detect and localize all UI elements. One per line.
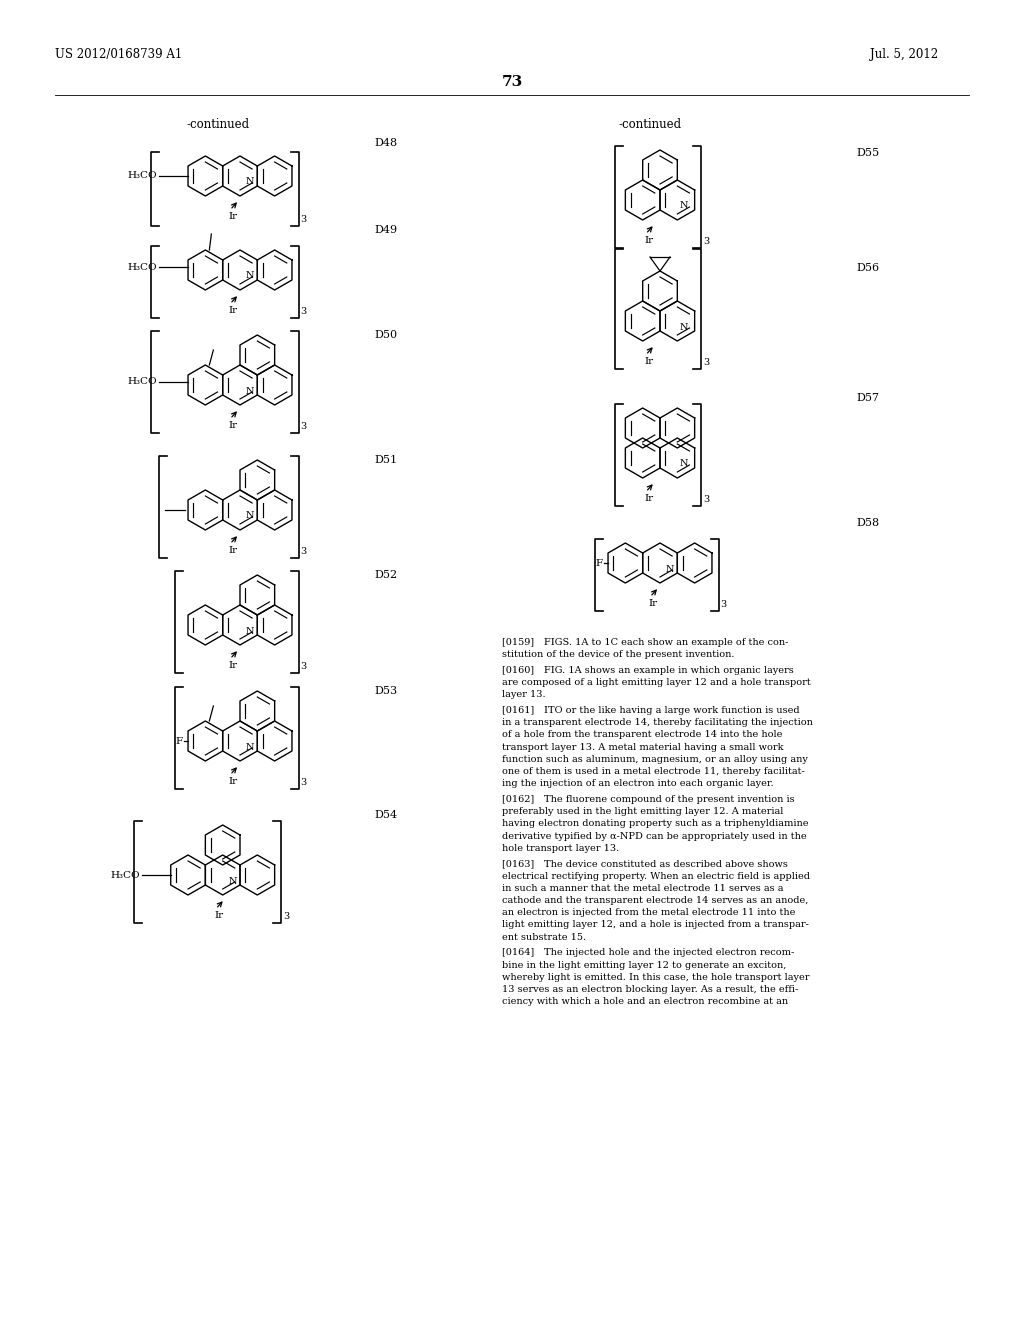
Text: Ir: Ir bbox=[648, 599, 657, 609]
Text: one of them is used in a metal electrode 11, thereby facilitat-: one of them is used in a metal electrode… bbox=[502, 767, 805, 776]
Text: ing the injection of an electron into each organic layer.: ing the injection of an electron into ea… bbox=[502, 779, 773, 788]
Text: preferably used in the light emitting layer 12. A material: preferably used in the light emitting la… bbox=[502, 807, 783, 816]
Text: N: N bbox=[246, 742, 254, 751]
Text: F: F bbox=[595, 558, 602, 568]
Text: Ir: Ir bbox=[228, 213, 238, 220]
Text: in such a manner that the metal electrode 11 serves as a: in such a manner that the metal electrod… bbox=[502, 884, 783, 892]
Text: H₃CO: H₃CO bbox=[128, 378, 158, 387]
Text: -continued: -continued bbox=[618, 117, 682, 131]
Text: US 2012/0168739 A1: US 2012/0168739 A1 bbox=[55, 48, 182, 61]
Text: 3: 3 bbox=[301, 308, 307, 315]
Text: Ir: Ir bbox=[644, 356, 653, 366]
Text: [0160] FIG. 1A shows an example in which organic layers: [0160] FIG. 1A shows an example in which… bbox=[502, 665, 794, 675]
Text: Jul. 5, 2012: Jul. 5, 2012 bbox=[870, 48, 938, 61]
Text: 3: 3 bbox=[703, 495, 710, 504]
Text: [0161] ITO or the like having a large work function is used: [0161] ITO or the like having a large wo… bbox=[502, 706, 800, 715]
Text: 3: 3 bbox=[301, 777, 307, 787]
Text: 3: 3 bbox=[301, 663, 307, 671]
Text: N: N bbox=[246, 511, 254, 520]
Text: N: N bbox=[680, 202, 688, 210]
Text: ciency with which a hole and an electron recombine at an: ciency with which a hole and an electron… bbox=[502, 997, 788, 1006]
Text: D53: D53 bbox=[374, 686, 397, 696]
Text: [0163] The device constituted as described above shows: [0163] The device constituted as describ… bbox=[502, 859, 787, 869]
Text: D49: D49 bbox=[374, 224, 397, 235]
Text: 3: 3 bbox=[301, 546, 307, 556]
Text: F: F bbox=[175, 737, 182, 746]
Text: 3: 3 bbox=[301, 422, 307, 432]
Text: N: N bbox=[246, 627, 254, 635]
Text: layer 13.: layer 13. bbox=[502, 690, 546, 700]
Text: [0162] The fluorene compound of the present invention is: [0162] The fluorene compound of the pres… bbox=[502, 795, 795, 804]
Text: 73: 73 bbox=[502, 75, 522, 88]
Text: Ir: Ir bbox=[228, 661, 238, 671]
Text: D55: D55 bbox=[856, 148, 880, 158]
Text: 3: 3 bbox=[703, 238, 710, 246]
Text: N: N bbox=[680, 322, 688, 331]
Text: function such as aluminum, magnesium, or an alloy using any: function such as aluminum, magnesium, or… bbox=[502, 755, 808, 764]
Text: N: N bbox=[246, 177, 254, 186]
Text: having electron donating property such as a triphenyldiamine: having electron donating property such a… bbox=[502, 820, 809, 829]
Text: N: N bbox=[246, 272, 254, 281]
Text: Ir: Ir bbox=[228, 421, 238, 430]
Text: D52: D52 bbox=[374, 570, 397, 579]
Text: bine in the light emitting layer 12 to generate an exciton,: bine in the light emitting layer 12 to g… bbox=[502, 961, 786, 969]
Text: Ir: Ir bbox=[214, 911, 223, 920]
Text: N: N bbox=[680, 459, 688, 469]
Text: of a hole from the transparent electrode 14 into the hole: of a hole from the transparent electrode… bbox=[502, 730, 782, 739]
Text: are composed of a light emitting layer 12 and a hole transport: are composed of a light emitting layer 1… bbox=[502, 678, 811, 688]
Text: [0159] FIGS. 1A to 1C each show an example of the con-: [0159] FIGS. 1A to 1C each show an examp… bbox=[502, 638, 788, 647]
Text: an electron is injected from the metal electrode 11 into the: an electron is injected from the metal e… bbox=[502, 908, 796, 917]
Text: [0164] The injected hole and the injected electron recom-: [0164] The injected hole and the injecte… bbox=[502, 948, 795, 957]
Text: Ir: Ir bbox=[228, 306, 238, 315]
Text: -continued: -continued bbox=[186, 117, 250, 131]
Text: D57: D57 bbox=[856, 393, 879, 403]
Text: D51: D51 bbox=[374, 455, 397, 465]
Text: Ir: Ir bbox=[228, 546, 238, 554]
Text: 3: 3 bbox=[721, 601, 727, 609]
Text: N: N bbox=[228, 876, 237, 886]
Text: 13 serves as an electron blocking layer. As a result, the effi-: 13 serves as an electron blocking layer.… bbox=[502, 985, 799, 994]
Text: 3: 3 bbox=[301, 215, 307, 224]
Text: Ir: Ir bbox=[228, 777, 238, 785]
Text: H₃CO: H₃CO bbox=[111, 870, 140, 879]
Text: N: N bbox=[246, 387, 254, 396]
Text: D58: D58 bbox=[856, 517, 880, 528]
Text: D56: D56 bbox=[856, 263, 880, 273]
Text: stitution of the device of the present invention.: stitution of the device of the present i… bbox=[502, 651, 734, 659]
Text: transport layer 13. A metal material having a small work: transport layer 13. A metal material hav… bbox=[502, 743, 783, 751]
Text: whereby light is emitted. In this case, the hole transport layer: whereby light is emitted. In this case, … bbox=[502, 973, 810, 982]
Text: 3: 3 bbox=[703, 358, 710, 367]
Text: H₃CO: H₃CO bbox=[128, 172, 158, 181]
Text: ent substrate 15.: ent substrate 15. bbox=[502, 933, 586, 941]
Text: light emitting layer 12, and a hole is injected from a transpar-: light emitting layer 12, and a hole is i… bbox=[502, 920, 809, 929]
Text: D54: D54 bbox=[374, 810, 397, 820]
Text: D48: D48 bbox=[374, 139, 397, 148]
Text: cathode and the transparent electrode 14 serves as an anode,: cathode and the transparent electrode 14… bbox=[502, 896, 808, 906]
Text: 3: 3 bbox=[284, 912, 290, 921]
Text: in a transparent electrode 14, thereby facilitating the injection: in a transparent electrode 14, thereby f… bbox=[502, 718, 813, 727]
Text: derivative typified by α-NPD can be appropriately used in the: derivative typified by α-NPD can be appr… bbox=[502, 832, 807, 841]
Text: H₃CO: H₃CO bbox=[128, 263, 158, 272]
Text: electrical rectifying property. When an electric field is applied: electrical rectifying property. When an … bbox=[502, 871, 810, 880]
Text: Ir: Ir bbox=[644, 494, 653, 503]
Text: Ir: Ir bbox=[644, 236, 653, 246]
Text: N: N bbox=[666, 565, 674, 573]
Text: D50: D50 bbox=[374, 330, 397, 341]
Text: hole transport layer 13.: hole transport layer 13. bbox=[502, 843, 620, 853]
